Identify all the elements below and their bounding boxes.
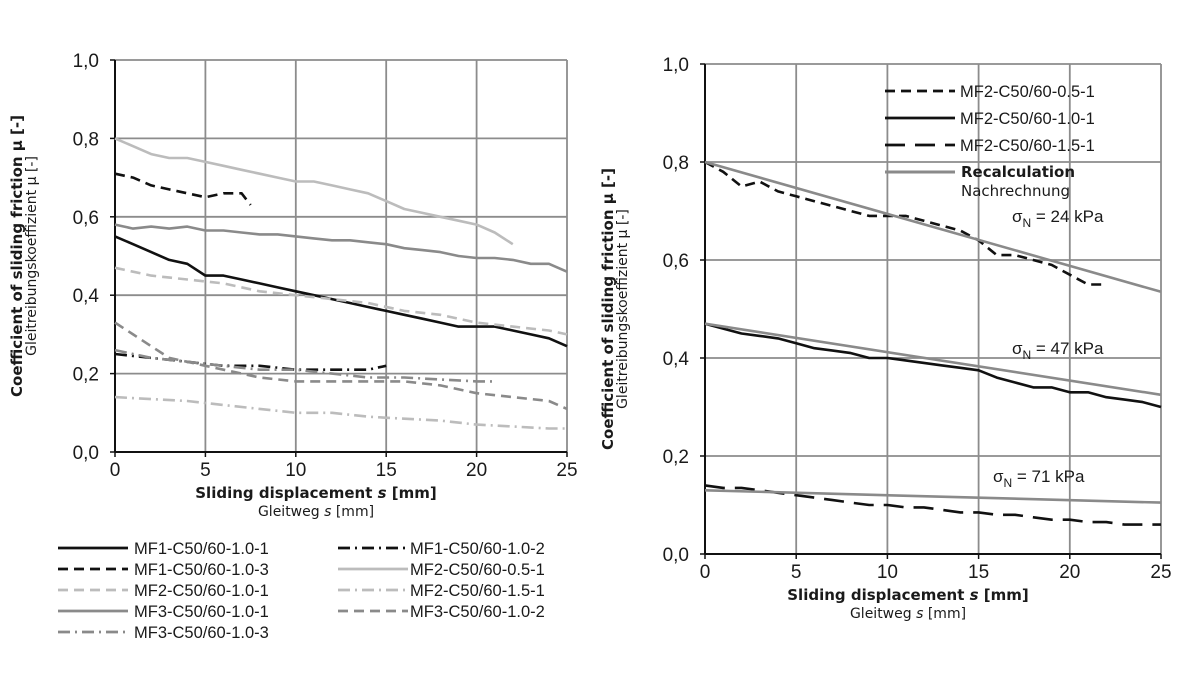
legend-label: MF3-C50/60-1.0-1: [134, 603, 269, 621]
x-tick-label: 20: [466, 460, 487, 481]
x-axis-subtitle: Gleitweg s [mm]: [258, 504, 374, 520]
y-tick-label: 0,2: [73, 365, 99, 386]
legend-label: MF1-C50/60-1.0-1: [134, 540, 269, 558]
chart-right: 0 5 10 15 20 25 0,0 0,2 0,4 0,6 0,8 1,0 Sliding disp…: [599, 55, 1172, 622]
y-tick-label: 1,0: [663, 55, 689, 76]
series-line-mf3-c50-60-1-0-2: [114, 321, 568, 411]
x-tick-label: 0: [110, 460, 121, 481]
y-tick-label: 0,4: [73, 286, 100, 307]
y-tick-label: 1,0: [73, 51, 99, 72]
x-tick-label: 20: [1059, 562, 1080, 583]
series-line-mf2-c50-60-0-5-1: [114, 137, 514, 246]
legend-label: MF2-C50/60-0.5-1: [960, 83, 1095, 101]
legend-label: MF2-C50/60-1.0-1: [134, 582, 269, 600]
y-axis-title: Coefficient of sliding friction µ [-]: [599, 168, 617, 450]
legend-label: MF1-C50/60-1.0-3: [134, 561, 269, 579]
y-tick-label: 0,6: [663, 251, 689, 272]
series-line-mf1-c50-60-1-0-3: [114, 172, 252, 206]
legend-label: MF3-C50/60-1.0-2: [410, 603, 545, 621]
legend-label: MF2-C50/60-1.5-1: [410, 582, 545, 600]
series-line-mf2-c50-60-1-5-1: [114, 395, 567, 430]
legend-label: MF1-C50/60-1.0-2: [410, 540, 545, 558]
legend-label: MF3-C50/60-1.0-3: [134, 624, 269, 642]
y-tick-label: 0,8: [73, 129, 99, 150]
x-tick-label: 15: [376, 460, 397, 481]
annotation-normal-stress: σN = 24 kPa: [1012, 207, 1104, 230]
legend-sublabel: Nachrechnung: [961, 182, 1070, 200]
series-line-mf2-c50-60-1-0-1: [704, 322, 1162, 409]
x-axis-title: Sliding displacement s [mm]: [195, 484, 437, 502]
y-axis-subtitle: Gleitreibungskoeffizient µ [-]: [24, 156, 40, 356]
x-tick-label: 10: [285, 460, 306, 481]
y-tick-label: 0,0: [73, 443, 99, 464]
y-axis-subtitle: Gleitreibungskoeffizient µ [-]: [615, 209, 631, 409]
annotation-normal-stress: σN = 47 kPa: [1012, 339, 1104, 362]
y-tick-label: 0,2: [663, 447, 689, 468]
legend-label: MF2-C50/60-0.5-1: [410, 561, 545, 579]
y-tick-label: 0,6: [73, 208, 99, 229]
series-line-mf2-c50-60-0-5-1: [704, 160, 1107, 286]
x-tick-label: 25: [1150, 562, 1171, 583]
series-line-mf1-c50-60-1-0-2: [114, 352, 387, 372]
chart-left: 0 5 10 15 20 25 0,0 0,2 0,4 0,6 0,8 1,0 Sliding disp…: [8, 51, 578, 642]
legend-label: MF2-C50/60-1.0-1: [960, 110, 1095, 128]
legend-label: Recalculation: [961, 163, 1075, 181]
x-tick-label: 0: [700, 562, 711, 583]
series-line-mf2-c50-60-1-0-1: [114, 266, 568, 336]
series-line-mf3-c50-60-1-0-3: [114, 348, 495, 383]
y-tick-label: 0,8: [663, 153, 689, 174]
x-tick-label: 15: [968, 562, 989, 583]
x-tick-label: 5: [200, 460, 211, 481]
legend-label: MF2-C50/60-1.5-1: [960, 137, 1095, 155]
x-axis-title: Sliding displacement s [mm]: [787, 586, 1029, 604]
x-tick-label: 10: [877, 562, 898, 583]
annotation-normal-stress: σN = 71 kPa: [993, 467, 1085, 490]
y-tick-label: 0,0: [663, 545, 689, 566]
series-line-recalculation-24-kpa: [704, 160, 1162, 294]
x-tick-label: 25: [556, 460, 577, 481]
series-line-recalculation-71-kpa: [704, 489, 1162, 504]
series-line-recalculation-47-kpa: [704, 322, 1162, 397]
y-axis-title: Coefficient of sliding friction µ [-]: [8, 115, 26, 397]
y-tick-label: 0,4: [663, 349, 690, 370]
series-line-mf1-c50-60-1-0-1: [114, 235, 568, 348]
x-axis-subtitle: Gleitweg s [mm]: [850, 606, 966, 622]
series-line-mf3-c50-60-1-0-1: [114, 223, 568, 273]
x-tick-label: 5: [791, 562, 802, 583]
